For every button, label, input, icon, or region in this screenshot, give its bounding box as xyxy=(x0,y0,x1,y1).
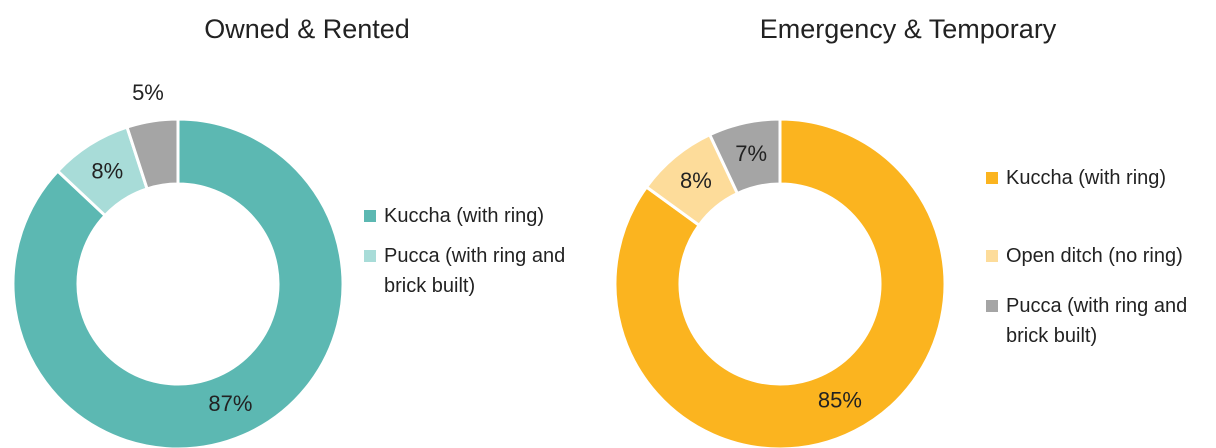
legend-swatch xyxy=(364,250,376,262)
legend-swatch xyxy=(986,172,998,184)
legend-item: Kuccha (with ring) xyxy=(364,201,599,231)
data-label: 85% xyxy=(818,387,862,412)
legend-item: Kuccha (with ring) xyxy=(986,163,1211,193)
chart-title: Emergency & Temporary xyxy=(760,14,1057,44)
chart-title: Owned & Rented xyxy=(204,14,410,44)
data-label: 87% xyxy=(208,391,252,416)
data-label: 5% xyxy=(132,80,164,105)
legend: Kuccha (with ring) Open ditch (no ring) Pu… xyxy=(986,163,1211,361)
legend-item: Open ditch (no ring) xyxy=(986,241,1211,271)
data-label: 8% xyxy=(91,158,123,183)
legend-swatch xyxy=(364,210,376,222)
legend: Kuccha (with ring) Pucca (with ring and b… xyxy=(364,201,599,311)
slice xyxy=(125,117,180,191)
legend-item: Pucca (with ring and brick built) xyxy=(986,291,1211,351)
legend-label: Pucca (with ring and brick built) xyxy=(1006,295,1188,347)
legend-swatch xyxy=(986,250,998,262)
data-label: 7% xyxy=(735,141,767,166)
legend-swatch xyxy=(986,300,998,312)
data-label: 8% xyxy=(680,168,712,193)
legend-label: Open ditch (no ring) xyxy=(1006,245,1183,267)
legend-label: Kuccha (with ring) xyxy=(1006,167,1167,189)
slice xyxy=(613,117,947,448)
legend-label: Kuccha (with ring) xyxy=(384,205,545,227)
legend-item: Pucca (with ring and brick built) xyxy=(364,241,599,301)
slice xyxy=(707,117,782,196)
legend-label: Pucca (with ring and brick built) xyxy=(384,245,566,297)
slice xyxy=(11,117,345,448)
